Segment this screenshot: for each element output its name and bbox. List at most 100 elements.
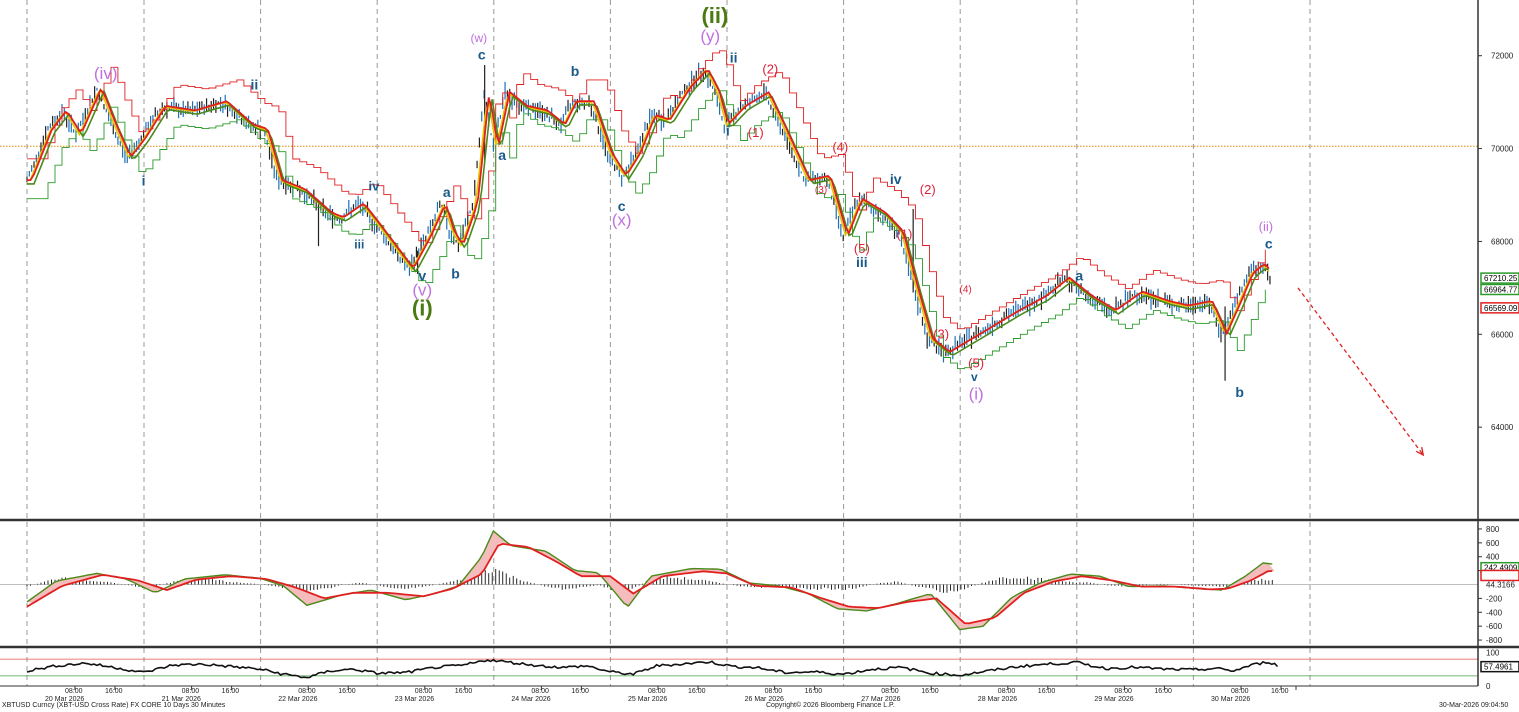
wave-label: (ii): [701, 3, 728, 28]
footer-security-info: XBTUSD Curncy (XBT-USD Cross Rate) FX CO…: [2, 702, 226, 709]
wave-label: iii: [856, 254, 868, 270]
wave-label: ii: [730, 50, 738, 66]
fast-ma: [27, 70, 1270, 353]
wave-label: (2): [762, 61, 778, 76]
time-tick-label: 16:00: [921, 688, 939, 695]
wave-label: (i): [412, 296, 433, 321]
wave-label: c: [1265, 235, 1273, 251]
wave-label: (3): [815, 185, 827, 196]
time-tick-label: 08:00: [998, 688, 1016, 695]
time-tick-label: 08:00: [648, 688, 666, 695]
price-value-tag: 66964.77: [1484, 285, 1518, 294]
wave-label: i: [142, 173, 146, 189]
date-label: 24 Mar 2026: [511, 696, 550, 703]
time-tick-label: 08:00: [415, 688, 433, 695]
time-tick-label: 16:00: [222, 688, 240, 695]
price-value-tag-box: [1480, 283, 1519, 296]
date-label: 23 Mar 2026: [395, 696, 434, 703]
macd-series-line: [26, 542, 1273, 625]
wave-label: iv: [368, 178, 380, 193]
rsi-tick-label: 100: [1486, 648, 1500, 657]
macd-tick-label: -800: [1486, 636, 1503, 645]
rsi-value-tag-box: [1480, 660, 1519, 673]
wave-label: c: [478, 46, 486, 62]
price-value-tag-box: [1480, 272, 1519, 284]
macd-panel: [0, 529, 1478, 631]
price-tick-label: 66000: [1491, 330, 1514, 339]
macd-value-tag-box: [1480, 569, 1519, 582]
wave-label: (4): [960, 285, 972, 296]
time-tick-label: 08:00: [65, 688, 83, 695]
wave-label: (1): [896, 227, 912, 242]
time-tick-label: 16:00: [105, 688, 123, 695]
wave-label: (1): [748, 125, 764, 140]
wave-label: b: [571, 63, 580, 79]
price-panel: [0, 50, 1478, 457]
macd-value-tag: 242.4909: [1484, 564, 1518, 573]
yellow-ma: [26, 69, 1270, 353]
macd-tick-label: -400: [1486, 608, 1503, 617]
date-label: 30 Mar 2026: [1211, 696, 1250, 703]
wave-label: a: [443, 184, 451, 200]
wave-label: a: [498, 147, 506, 163]
wave-label: b: [451, 266, 460, 282]
wave-label: c: [618, 198, 626, 214]
time-tick-label: 16:00: [338, 688, 356, 695]
macd-tick-label: 800: [1486, 525, 1500, 534]
time-tick-label: 16:00: [1154, 688, 1172, 695]
time-tick-label: 16:00: [688, 688, 706, 695]
rsi-panel: [0, 658, 1478, 679]
wave-label: a: [1075, 267, 1083, 283]
footer-copyright: Copyright© 2026 Bloomberg Finance L.P.: [766, 702, 895, 709]
wave-label: (ii): [1259, 219, 1273, 234]
price-tick-label: 70000: [1491, 145, 1514, 154]
price-value-tag: 66569.09: [1484, 304, 1518, 313]
wave-label: iii: [354, 237, 364, 251]
macd-tick-label: 400: [1486, 553, 1500, 562]
macd-tick-label: -200: [1486, 594, 1503, 603]
date-label: 29 Mar 2026: [1094, 696, 1133, 703]
price-value-tag-box: [1480, 302, 1519, 314]
wave-label: i: [726, 123, 730, 139]
wave-label: (iv): [94, 64, 118, 83]
rsi-value-tag: 57.4961: [1484, 663, 1513, 672]
time-tick-label: 16:00: [571, 688, 589, 695]
rsi-tick-label: 0: [1486, 682, 1491, 691]
date-label: 20 Mar 2026: [45, 696, 84, 703]
date-label: 22 Mar 2026: [278, 696, 317, 703]
price-tick-label: 72000: [1491, 52, 1514, 61]
price-tick-label: 68000: [1491, 237, 1514, 246]
wave-labels: (ii)(y)ii(2)i (1)(iv)iii(w)cabc(x)iviiiab…: [94, 3, 1273, 403]
vertical-grid: [26, 0, 1311, 686]
wave-label: v: [971, 370, 978, 384]
macd-tick-label: 600: [1486, 539, 1500, 548]
forecast-arrow: [1297, 287, 1424, 456]
date-label: 25 Mar 2026: [628, 696, 667, 703]
upper-band: [27, 50, 1266, 330]
date-label: 27 Mar 2026: [861, 696, 900, 703]
wave-label: v: [418, 267, 426, 283]
time-tick-label: 08:00: [531, 688, 549, 695]
wave-label: (5): [968, 356, 984, 371]
macd-zero-label: 44.3166: [1486, 581, 1515, 590]
time-tick-label: 08:00: [1114, 688, 1132, 695]
forecast-arrow-head: [1415, 446, 1425, 457]
date-label: 21 Mar 2026: [162, 696, 201, 703]
wave-label: (2): [920, 182, 936, 197]
footer-timestamp: 30-Mar-2026 09:04:50: [1439, 702, 1509, 709]
time-tick-label: 16:00: [805, 688, 823, 695]
time-tick-label: 08:00: [182, 688, 200, 695]
date-label: 28 Mar 2026: [978, 696, 1017, 703]
wave-label: (i): [969, 384, 984, 403]
wave-label: (4): [832, 139, 848, 154]
price-tick-label: 64000: [1491, 423, 1514, 432]
wave-label: (3): [933, 326, 949, 341]
time-tick-label: 16:00: [1038, 688, 1056, 695]
time-tick-label: 08:00: [298, 688, 316, 695]
time-tick-label: 08:00: [765, 688, 783, 695]
wave-label: iv: [890, 171, 902, 187]
time-tick-label: 08:00: [881, 688, 899, 695]
time-tick-label: 08:00: [1231, 688, 1249, 695]
